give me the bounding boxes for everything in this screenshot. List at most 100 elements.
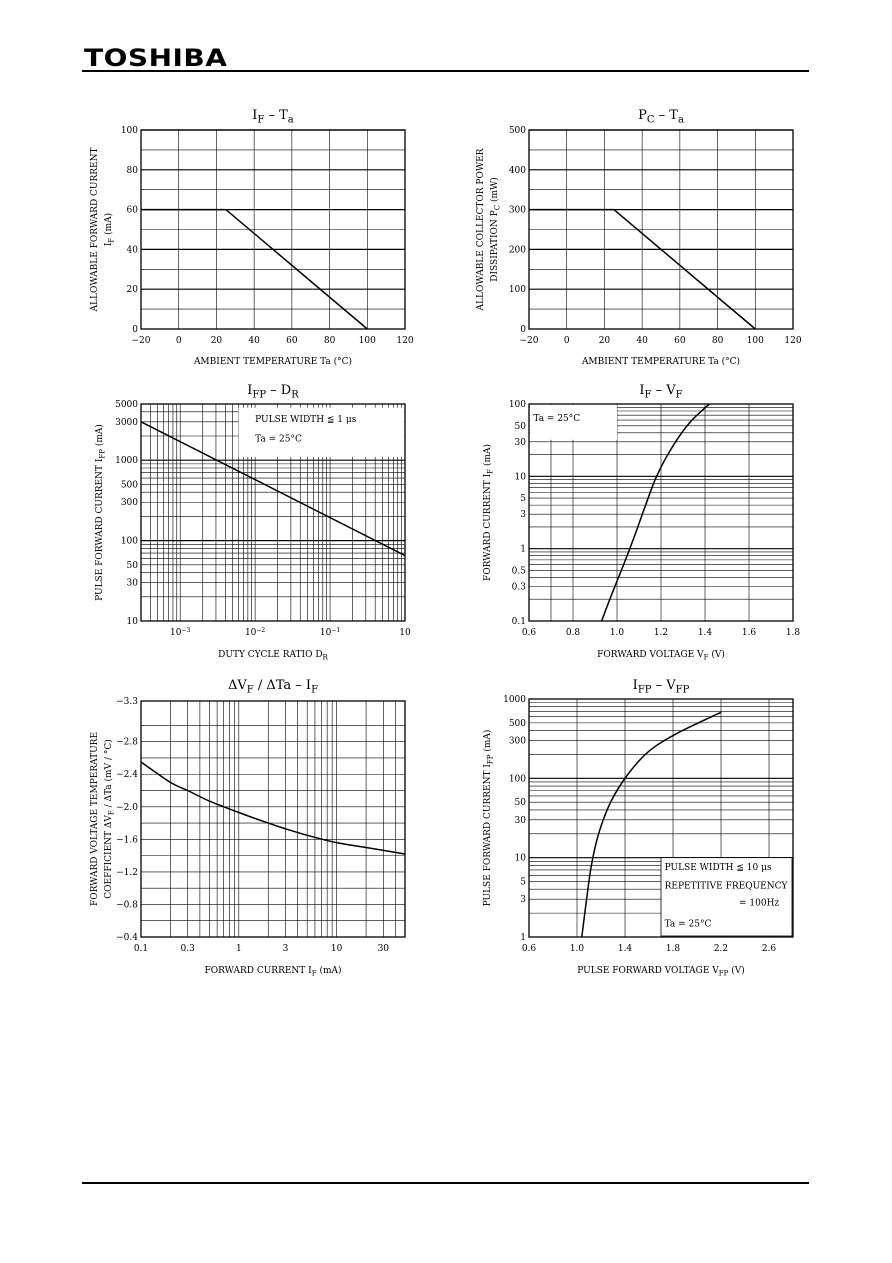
y-tick-label: 0 <box>520 325 526 335</box>
x-tick-label: 0 <box>564 336 570 346</box>
chart-ifp-vfp: 0.6 1.0 1.4 1.8 2.2 2.6 1 3 5 10 30 50 100 300 500 1000… <box>482 678 794 977</box>
toshiba-logo: TOSHIBA <box>84 44 228 73</box>
chart-title: IFP – VFP <box>633 678 690 695</box>
x-tick-label: 100 <box>747 336 764 346</box>
plot-frame <box>140 403 406 622</box>
series-line <box>141 208 368 330</box>
x-tick-label: 100 <box>359 336 376 346</box>
y-tick-label: 400 <box>509 166 526 176</box>
x-tick-label: 1.8 <box>666 944 681 954</box>
chart-title: PC – Ta <box>638 108 684 125</box>
x-tick-label: 10−3 <box>170 627 190 638</box>
x-axis-label: AMBIENT TEMPERATURE Ta (°C) <box>581 356 740 367</box>
y-tick-label: 3 <box>520 895 526 905</box>
y-tick-label: 500 <box>509 126 526 136</box>
x-tick-label: 1.4 <box>618 944 633 954</box>
y-tick-label: 300 <box>121 498 138 508</box>
x-tick-label: 0.6 <box>522 944 537 954</box>
y-tick-label: 60 <box>127 206 139 216</box>
y-tick-label: −2.8 <box>116 738 138 748</box>
x-tick-label: 1.4 <box>698 628 713 638</box>
x-tick-label: −20 <box>132 336 151 346</box>
chart-ifp-dr: 10−3 10−2 10−1 10 10 30 50 100 300 500 1000 3000 500… <box>94 383 411 661</box>
y-tick-label: 0 <box>132 325 138 335</box>
x-axis-label: DUTY CYCLE RATIO DR <box>218 650 328 661</box>
y-tick-label: 5000 <box>115 400 138 410</box>
x-tick-label: 0.8 <box>566 628 581 638</box>
grid <box>528 129 794 330</box>
x-tick-label: 40 <box>636 336 648 346</box>
y-axis-label: FORWARD CURRENT IF (mA) <box>482 444 494 581</box>
y-tick-label: 30 <box>515 438 527 448</box>
chart-title: ΔVF / ΔTa – IF <box>228 678 318 695</box>
x-tick-label: 60 <box>286 336 298 346</box>
y-tick-label: 100 <box>121 126 138 136</box>
x-axis-label: FORWARD CURRENT IF (mA) <box>204 965 341 977</box>
x-tick-label: 0.6 <box>522 628 537 638</box>
y-tick-label: 50 <box>127 561 139 571</box>
y-tick-label: −1.2 <box>116 868 138 878</box>
y-tick-label: 30 <box>515 816 527 826</box>
x-tick-label: 80 <box>324 336 336 346</box>
y-tick-label: 5 <box>520 494 526 504</box>
y-tick-label: 80 <box>127 166 139 176</box>
x-tick-label: 120 <box>784 336 801 346</box>
x-tick-label: −20 <box>520 336 539 346</box>
y-axis-label: FORWARD VOLTAGE TEMPERATURE <box>90 732 100 906</box>
x-tick-label: 20 <box>599 336 611 346</box>
y-tick-label: −2.4 <box>116 770 138 780</box>
y-tick-label: 100 <box>121 537 138 547</box>
x-tick-label: 10 <box>331 944 343 954</box>
chart-if-vf: 0.6 0.8 1.0 1.2 1.4 1.6 1.8 0.1 0.3 0.5 1 3 5 10 30 50 1… <box>482 383 801 661</box>
y-tick-label: 3 <box>520 510 526 520</box>
y-axis-label: ALLOWABLE FORWARD CURRENT <box>90 148 100 313</box>
y-axis-label: COEFFICIENT ΔVF / ΔTa (mV / °C) <box>103 739 115 898</box>
x-tick-label: 120 <box>396 336 413 346</box>
chart-annotation: = 100Hz <box>739 898 779 908</box>
x-axis-label: PULSE FORWARD VOLTAGE VFP (V) <box>577 965 744 977</box>
y-tick-label: 1000 <box>503 695 526 705</box>
series-line <box>529 208 756 330</box>
chart-annotation: Ta = 25°C <box>533 414 580 424</box>
x-tick-label: 0.3 <box>181 944 196 954</box>
x-tick-label: 1 <box>236 944 242 954</box>
chart-annotation: Ta = 25°C <box>255 435 302 445</box>
x-tick-label: 1.0 <box>570 944 585 954</box>
footer-rule <box>82 1182 809 1184</box>
y-tick-label: 0.3 <box>512 582 527 592</box>
x-tick-label: 1.8 <box>786 628 801 638</box>
plot-frame <box>528 403 794 622</box>
plot-frame <box>528 129 794 330</box>
y-tick-label: 50 <box>515 422 527 432</box>
chart-title: IF – VF <box>639 383 682 400</box>
series-line <box>581 711 722 938</box>
x-tick-label: 10 <box>399 628 411 638</box>
y-tick-label: 10 <box>515 854 527 864</box>
chart-annotation: PULSE WIDTH ≦ 10 μs <box>665 863 772 873</box>
x-tick-label: 10−1 <box>320 627 340 638</box>
x-tick-label: 40 <box>248 336 260 346</box>
grid <box>140 700 406 938</box>
chart-annotation: REPETITIVE FREQUENCY <box>665 881 789 891</box>
y-axis-label: ALLOWABLE COLLECTOR POWER <box>476 148 486 311</box>
y-tick-label: 500 <box>509 719 526 729</box>
y-tick-label: 300 <box>509 206 526 216</box>
y-tick-label: 10 <box>515 472 527 482</box>
y-tick-label: 300 <box>509 736 526 746</box>
y-tick-label: 0.1 <box>512 617 526 627</box>
x-tick-label: 20 <box>211 336 223 346</box>
x-tick-label: 1.2 <box>654 628 668 638</box>
y-axis-label: PULSE FORWARD CURRENT IFP (mA) <box>94 424 106 601</box>
series-line <box>600 403 710 622</box>
chart-dvf-if: 0.1 0.3 1 3 10 30 −0.4 −0.8 −1.2 −1.6 −2.0 −2.4 −2.8… <box>90 678 406 977</box>
x-tick-label: 1.0 <box>610 628 625 638</box>
annotation-box <box>660 857 793 937</box>
y-tick-label: 100 <box>509 774 526 784</box>
plot-frame <box>140 129 406 330</box>
series-line <box>140 421 406 557</box>
x-tick-label: 0 <box>176 336 182 346</box>
y-tick-label: 40 <box>127 245 139 255</box>
y-axis-label: IF (mA) <box>103 213 115 246</box>
